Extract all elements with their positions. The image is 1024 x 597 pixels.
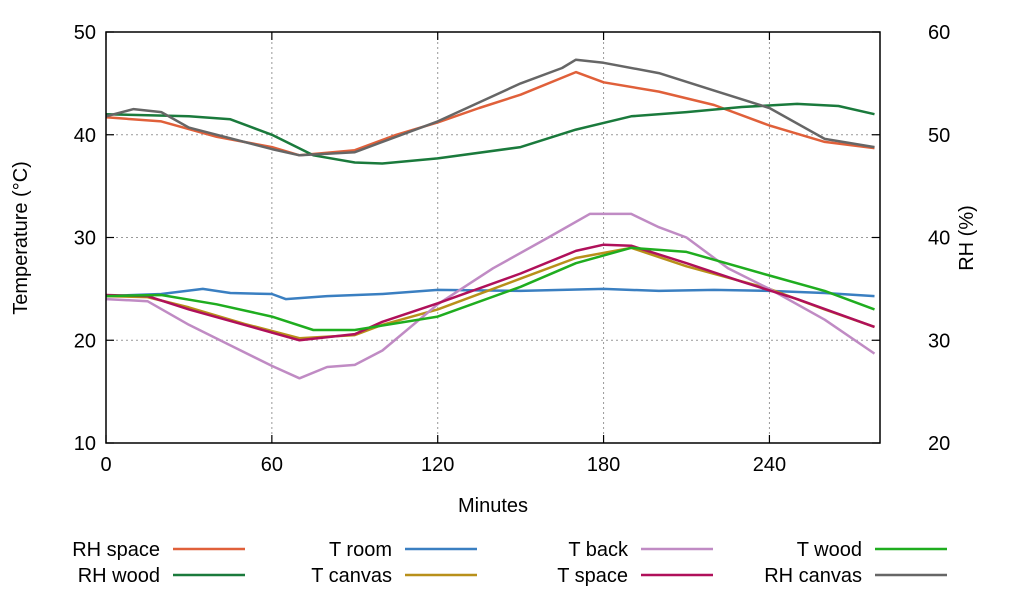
legend-label: T wood [797,539,862,561]
y-tick-label-left: 20 [74,330,96,352]
series-line-t-back [105,212,876,380]
x-tick-label: 60 [261,454,283,476]
series-line-t-canvas [105,246,875,340]
legend-item: RH canvas [764,565,947,587]
series-line-t-room [105,287,875,301]
y-tick-label-left: 40 [74,125,96,147]
x-tick-label: 180 [587,454,620,476]
y-tick-label-left: 30 [74,228,96,250]
x-tick-label: 0 [100,454,111,476]
legend-item: RH space [72,539,245,561]
legend-label: T canvas [311,565,392,587]
x-tick-label: 120 [421,454,454,476]
series-line-rh-canvas [105,58,875,157]
legend-item: T wood [797,539,947,561]
y-axis-label-left: Temperature (°C) [10,161,32,315]
legend-item: T space [557,565,713,587]
legend-label: T space [557,565,628,587]
y-tick-label-right: 50 [928,125,950,147]
legend-label: T back [568,539,629,561]
legend-item: T canvas [311,565,477,587]
y-tick-label-left: 50 [74,22,96,44]
series-line-rh-space [105,70,875,157]
y-tick-label-right: 30 [928,330,950,352]
legend-label: T room [329,539,392,561]
y-tick-label-left: 10 [74,433,96,455]
series-line-rh-wood [105,102,875,165]
y-tick-label-right: 20 [928,433,950,455]
grid [106,32,880,443]
y-tick-label-right: 40 [928,228,950,250]
x-axis-label: Minutes [458,495,528,517]
series-lines [105,58,876,380]
legend: RH space RH wood T room T canvas T back T spa… [72,539,947,587]
ticks: 0 60 120 180 240 10 20 30 40 50 20 30 40 50 60 [74,22,951,476]
series-line-t-space [105,243,875,342]
legend-item: T room [329,539,477,561]
legend-item: RH wood [78,565,245,587]
y-tick-label-right: 60 [928,22,950,44]
series-line-t-wood [105,246,875,332]
legend-label: RH space [72,539,160,561]
y-axis-label-right: RH (%) [956,205,978,271]
legend-label: RH wood [78,565,160,587]
x-tick-label: 240 [753,454,786,476]
legend-item: T back [568,539,713,561]
legend-label: RH canvas [764,565,862,587]
